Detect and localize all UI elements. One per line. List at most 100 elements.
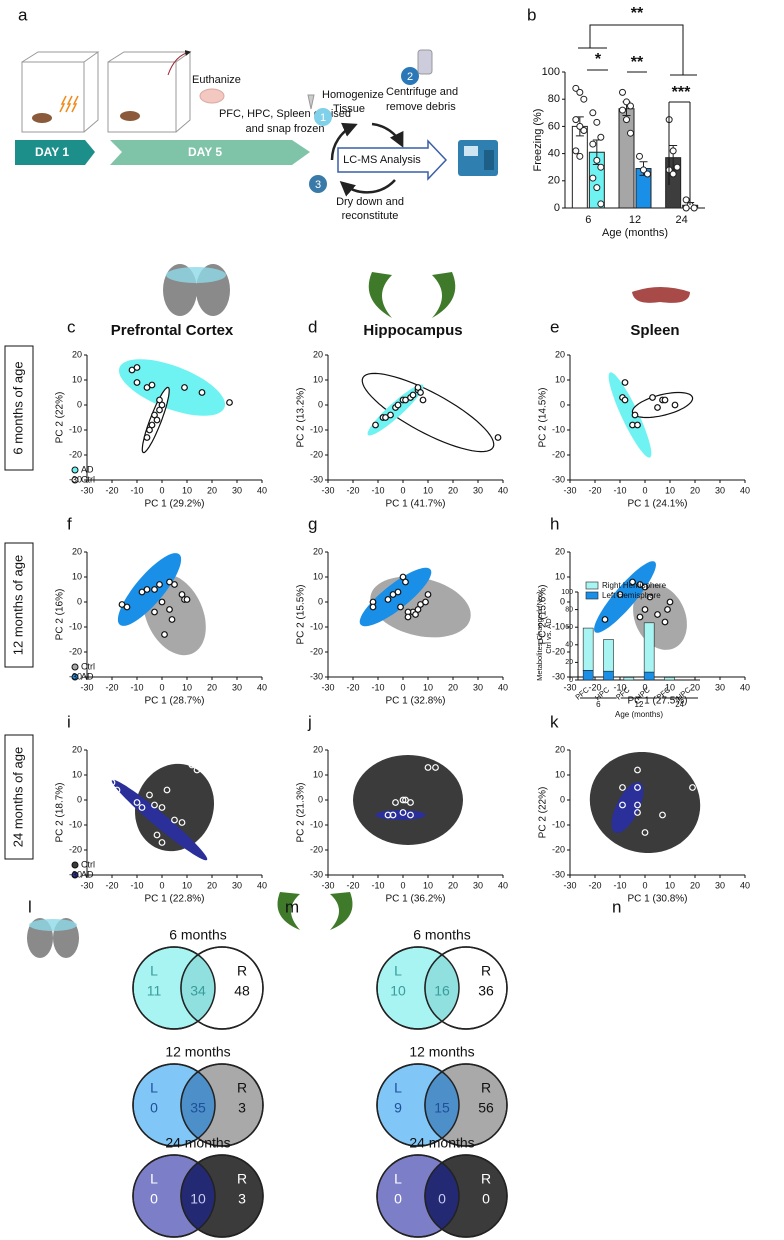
data-point: [407, 799, 414, 806]
y-tick-label: -10: [310, 621, 323, 631]
x-tick-label: 10: [423, 682, 433, 692]
venn-set-label: R: [237, 963, 247, 979]
x-tick-label: 10: [665, 682, 675, 692]
data-point: [629, 578, 636, 586]
y-axis-label: PC 2 (22%): [55, 392, 66, 444]
venn-count: 11: [147, 983, 162, 999]
panel-label: b: [527, 5, 536, 24]
legend-marker: [71, 476, 79, 484]
legend-label: Right Hemisphere: [602, 581, 667, 590]
x-tick-label: -10: [613, 880, 626, 890]
row-label-box: [4, 542, 34, 668]
x-tick-label: 40: [740, 880, 750, 890]
venn-count: 3: [238, 1100, 246, 1116]
step-number: 1: [320, 112, 326, 124]
x-tick-label: 20: [448, 485, 458, 495]
bar-segment: [643, 671, 655, 681]
y-tick-label: 20: [555, 546, 565, 556]
y-tick-label: -30: [310, 474, 323, 484]
venn-set-label: R: [481, 963, 491, 979]
y-tick-label: 20: [72, 744, 82, 754]
data-point: [384, 596, 392, 603]
data-point: [621, 396, 629, 404]
venn-count: 0: [150, 1100, 158, 1116]
data-point: [392, 799, 399, 806]
x-tick-label: -20: [588, 682, 601, 692]
bar: [571, 125, 588, 209]
x-tick-label: 40: [257, 880, 267, 890]
x-tick-label: -20: [105, 880, 118, 890]
data-point: [424, 764, 432, 771]
panel-label: f: [67, 514, 72, 533]
step-text: Centrifuge and: [386, 86, 458, 98]
y-tick-label: 0: [77, 399, 82, 409]
panel-label: g: [308, 514, 317, 533]
x-tick-label: 20: [448, 682, 458, 692]
data-point: [669, 147, 677, 155]
chart-title: Spleen: [630, 322, 679, 339]
y-tick-label: -10: [310, 424, 323, 434]
venn-outline: [376, 1154, 460, 1238]
venn-count: 0: [394, 1191, 402, 1207]
x-tick-label: 0: [159, 880, 164, 890]
data-point: [151, 586, 158, 593]
x-tick-label: -20: [105, 485, 118, 495]
x-tick-label: 30: [473, 682, 483, 692]
x-tick-label: 10: [182, 485, 192, 495]
x-tick-label: 24: [676, 214, 688, 226]
y-tick-label: -10: [552, 819, 565, 829]
y-axis-label: PC 2 (14.5%): [538, 387, 549, 447]
y-axis-label: PC 2 (16%): [55, 589, 66, 641]
y-tick-label: -10: [69, 424, 82, 434]
data-point: [384, 811, 392, 819]
significance-label: ***: [672, 84, 691, 101]
data-point: [148, 381, 156, 389]
venn-set-label: R: [237, 1080, 247, 1096]
data-point: [123, 603, 131, 611]
data-point: [690, 204, 698, 212]
y-tick-label: 20: [555, 744, 565, 754]
data-point: [623, 116, 630, 124]
data-point: [644, 170, 651, 178]
step-text: reconstitute: [342, 210, 399, 222]
y-tick-label: -20: [552, 646, 565, 656]
data-point: [661, 396, 669, 404]
data-point: [178, 819, 186, 826]
panel-label: d: [308, 317, 317, 336]
x-tick-label: -30: [80, 485, 93, 495]
data-point: [226, 399, 233, 406]
y-tick-label: 0: [560, 596, 565, 606]
x-tick-label: 6: [585, 214, 591, 226]
data-point: [576, 122, 584, 130]
y-tick-label: -20: [69, 844, 82, 854]
panel-label: c: [67, 317, 76, 336]
x-axis-label: Age (months): [602, 227, 668, 239]
x-tick-label: 0: [400, 880, 405, 890]
venn-count: 0: [150, 1191, 158, 1207]
row-label: 24 months of age: [10, 747, 25, 847]
row-label-box: [4, 345, 34, 471]
data-point: [153, 416, 161, 424]
y-tick-label: -30: [69, 671, 82, 681]
bar-segment: [643, 622, 655, 673]
venn-outline: [376, 1063, 460, 1147]
venn-set-label: L: [150, 963, 158, 979]
y-tick-label: 10: [313, 374, 323, 384]
data-point: [580, 95, 588, 103]
x-tick-label: -20: [346, 485, 359, 495]
data-point: [369, 603, 377, 611]
venn-title: 12 months: [165, 1044, 230, 1060]
y-tick-label: 100: [561, 589, 573, 596]
data-point: [394, 401, 402, 409]
data-point: [580, 126, 588, 134]
x-tick-label: -10: [613, 682, 626, 692]
plot-marks: [361, 372, 502, 453]
x-axis-label: PC 1 (24.1%): [627, 499, 687, 510]
y-tick-label: 0: [77, 596, 82, 606]
y-tick-label: -20: [310, 844, 323, 854]
legend-label: Ctrl: [81, 661, 95, 671]
data-point: [666, 598, 674, 606]
x-tick-label: 20: [207, 485, 217, 495]
data-point: [143, 586, 151, 593]
venn-count: 10: [190, 1191, 206, 1207]
